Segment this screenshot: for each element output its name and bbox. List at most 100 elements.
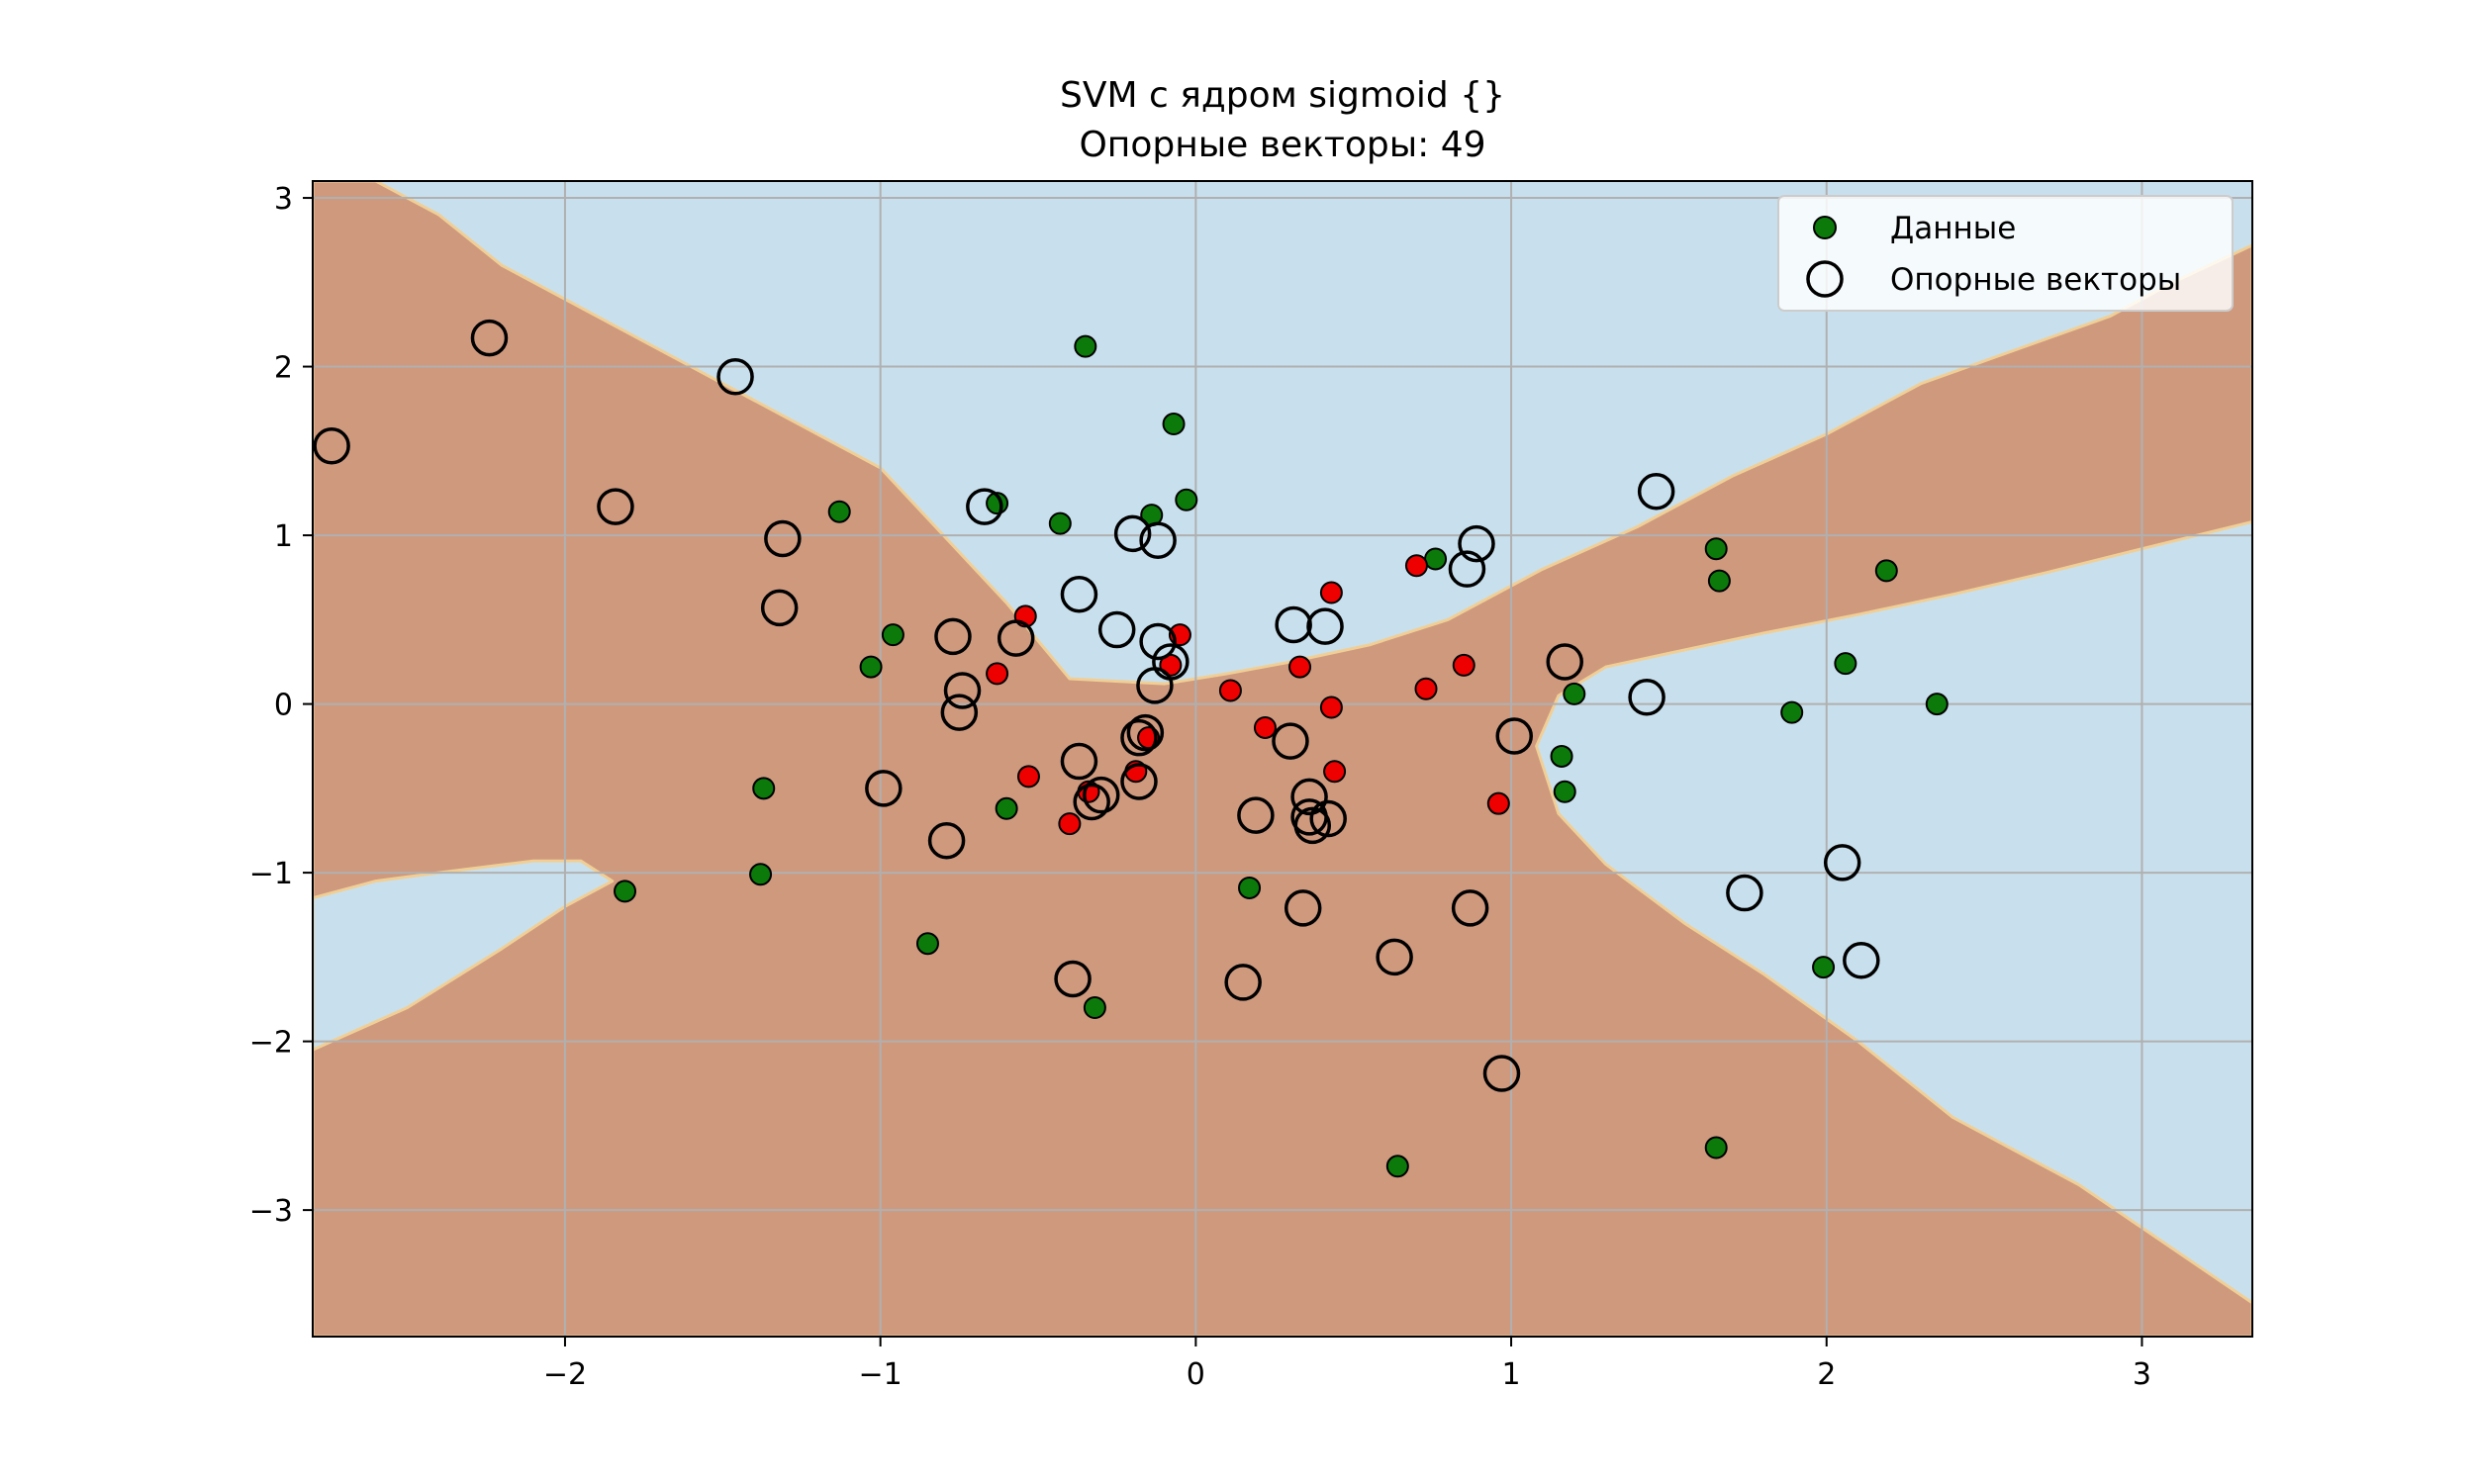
data-point-class-a <box>1385 1155 1409 1178</box>
support-vector-marker <box>313 426 350 465</box>
y-axis-ticks: 3 2 1 0 −1 −2 −3 <box>249 182 313 1229</box>
support-vector-marker <box>1136 667 1174 704</box>
data-points <box>313 319 1949 1178</box>
data-point-class-a <box>752 777 776 800</box>
data-point-class-a <box>1083 996 1106 1020</box>
legend-entry-data: Данные <box>1890 211 2016 246</box>
support-vector-marker <box>1458 524 1495 563</box>
support-vector-marker <box>1082 776 1120 814</box>
region-positive-island <box>313 859 615 1052</box>
data-point-class-b <box>1319 696 1343 719</box>
support-vector-marker <box>1306 607 1344 645</box>
data-point-class-a <box>1553 780 1576 803</box>
support-vector-marker <box>1637 472 1675 510</box>
support-vector-marker <box>1482 1055 1521 1092</box>
x-tick-label: 1 <box>1502 1357 1521 1392</box>
data-point-class-a <box>1780 700 1804 724</box>
data-point-class-a <box>1563 682 1586 705</box>
support-vector-marker <box>1237 796 1275 834</box>
data-point-class-a <box>881 623 904 647</box>
support-vector-marker <box>1139 521 1177 559</box>
y-tick-label: −1 <box>249 857 293 891</box>
data-point-class-b <box>1058 812 1082 836</box>
data-point-class-b <box>1452 653 1475 677</box>
support-vector-marker <box>1309 799 1347 838</box>
support-vector-marker <box>1448 550 1486 588</box>
legend-data-marker <box>1813 216 1837 239</box>
data-point-class-b <box>986 662 1009 686</box>
support-vector-marker <box>1376 938 1413 976</box>
support-vector-marker <box>1451 889 1489 927</box>
y-tick-label: −2 <box>249 1026 293 1061</box>
y-tick-label: 2 <box>274 351 293 386</box>
legend-support-marker <box>1806 260 1844 298</box>
region-negative <box>313 181 2252 1337</box>
support-vector-marker <box>1126 713 1165 752</box>
grid-lines <box>313 181 2252 1337</box>
support-vector-marker <box>927 821 966 860</box>
support-vector-marker <box>1060 576 1098 613</box>
support-vector-marker <box>1284 889 1322 927</box>
data-point-class-b <box>1414 677 1438 700</box>
support-vector-marker <box>470 319 509 357</box>
support-vector-marker <box>1060 742 1098 781</box>
support-vector-marker <box>997 619 1035 657</box>
chart-subtitle: Опорные векторы: 49 <box>1079 125 1485 165</box>
data-point-class-b <box>1319 581 1343 604</box>
data-point-class-a <box>1704 1136 1728 1159</box>
data-point-class-a <box>859 655 883 679</box>
x-tick-label: 2 <box>1817 1357 1836 1392</box>
support-vector-marker <box>1120 763 1158 800</box>
support-vector-marker <box>1224 964 1262 1001</box>
y-tick-label: −3 <box>249 1194 293 1229</box>
support-vector-marker <box>1097 610 1136 649</box>
x-tick-label: 0 <box>1187 1357 1205 1392</box>
support-vector-marker <box>760 589 799 627</box>
support-vector-marker <box>1113 514 1152 553</box>
x-tick-label: −2 <box>543 1357 587 1392</box>
support-vector-marker <box>1073 783 1110 821</box>
y-tick-label: 3 <box>274 182 293 217</box>
support-vector-marker <box>1293 806 1332 845</box>
support-vector-marker <box>1823 844 1861 881</box>
x-tick-label: 3 <box>2133 1357 2151 1392</box>
data-point-class-a <box>827 500 851 523</box>
support-vector-marker <box>597 488 634 525</box>
legend-box <box>1777 195 2234 312</box>
data-point-class-a <box>749 863 773 886</box>
support-vector-marker <box>1726 874 1763 912</box>
data-point-class-a <box>1238 876 1262 899</box>
x-axis-ticks: −2 −1 0 1 2 3 <box>543 1337 2151 1392</box>
x-tick-label: −1 <box>859 1357 903 1392</box>
data-point-class-b <box>1253 715 1277 739</box>
legend-entry-support: Опорные векторы <box>1890 262 2181 298</box>
support-vector-marker <box>716 358 754 396</box>
data-point-class-a <box>1925 693 1949 716</box>
support-vector-marker <box>1628 679 1665 716</box>
support-vector-marker <box>1139 622 1177 661</box>
data-point-class-a <box>915 932 939 956</box>
support-vector-marker <box>1546 643 1583 681</box>
data-point-class-b <box>1323 760 1347 784</box>
data-point-class-a <box>614 880 637 903</box>
data-point-class-a <box>1175 488 1198 511</box>
y-tick-label: 1 <box>274 519 293 554</box>
plot-frame <box>312 180 2253 1338</box>
data-point-class-a <box>1834 652 1857 676</box>
legend: Данные Опорные векторы <box>1777 195 2234 312</box>
data-point-class-b <box>1404 554 1428 578</box>
support-vector-marker <box>1272 722 1309 760</box>
data-point-class-a <box>1550 744 1573 768</box>
support-vector-marker <box>1275 605 1312 644</box>
data-point-class-b <box>1288 655 1312 679</box>
data-point-class-a <box>1162 413 1186 436</box>
support-vector-marker <box>1843 942 1880 979</box>
y-tick-label: 0 <box>274 689 293 723</box>
chart-title: SVM с ядром sigmoid {} <box>1060 75 1505 116</box>
support-vector-marker <box>764 519 802 558</box>
support-vector-marker <box>1120 718 1158 757</box>
support-vector-marker <box>1054 960 1092 998</box>
data-point-class-b <box>1486 791 1510 815</box>
support-vector-marker <box>934 617 972 656</box>
